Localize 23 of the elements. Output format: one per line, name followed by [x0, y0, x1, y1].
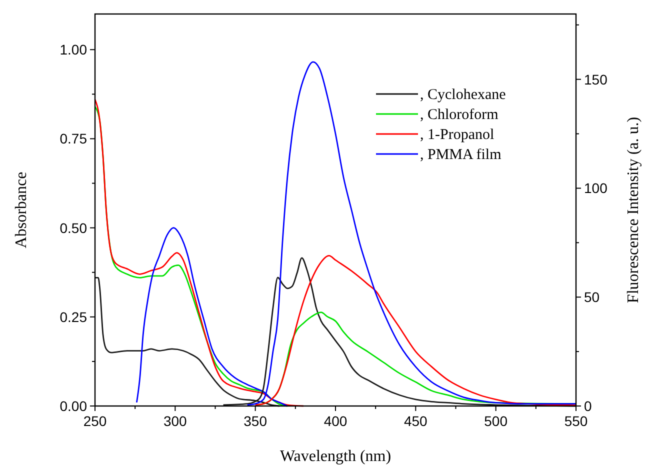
x-axis-title: Wavelength (nm) — [280, 448, 392, 465]
legend-label: , PMMA film — [420, 147, 502, 163]
y-tick-label: 0.25 — [60, 308, 88, 325]
y2-tick-label: 150 — [584, 71, 608, 88]
x-tick-label: 550 — [564, 413, 588, 429]
legend-label: , Chloroform — [420, 107, 499, 123]
y2-tick-label: 0 — [584, 398, 592, 414]
legend-label: , 1-Propanol — [420, 127, 494, 143]
y2-axis-title: Fluorescence Intensity (a. u.) — [625, 116, 642, 304]
y-tick-label: 0.50 — [60, 220, 88, 236]
x-tick-label: 500 — [484, 413, 508, 429]
x-tick-label: 400 — [324, 413, 348, 429]
legend-label: , Cyclohexane — [420, 87, 506, 103]
y-tick-label: 0.75 — [60, 130, 88, 147]
x-tick-label: 250 — [83, 413, 107, 429]
x-tick-label: 450 — [404, 413, 428, 429]
y2-tick-label: 50 — [584, 289, 600, 306]
y2-tick-label: 100 — [584, 180, 608, 196]
y-axis-title: Absorbance — [13, 172, 30, 248]
y-tick-label: 0.00 — [60, 398, 88, 414]
x-tick-label: 300 — [163, 413, 188, 429]
x-tick-label: 350 — [244, 413, 268, 429]
y-tick-label: 1.00 — [60, 42, 88, 58]
